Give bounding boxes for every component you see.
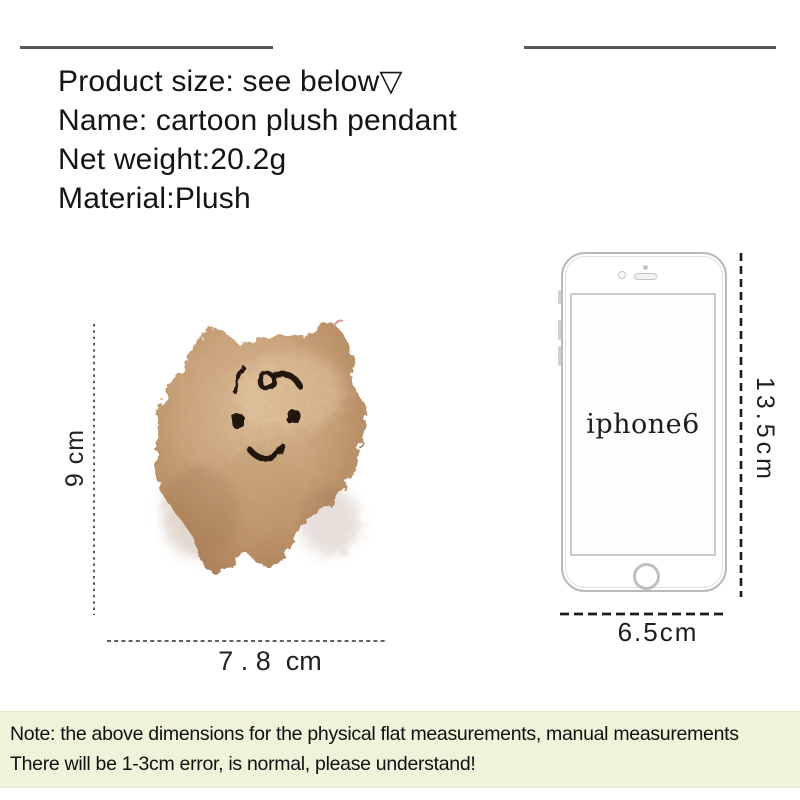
phone-volume-down-button	[558, 346, 561, 366]
plush-height-label: 9 cm	[60, 428, 89, 488]
forehead-curl-right	[273, 371, 303, 389]
phone-mute-switch	[558, 290, 561, 304]
phone-front-camera-icon	[618, 271, 626, 279]
top-rule-left	[20, 46, 273, 49]
phone-outline: iphone6	[558, 252, 727, 592]
phone-volume-up-button	[558, 320, 561, 340]
plush-body	[156, 322, 367, 574]
mouth-frown	[246, 444, 286, 462]
spec-line-name: Name: cartoon plush pendant	[58, 104, 457, 137]
phone-speaker-icon	[634, 273, 657, 280]
phone-model-label: iphone6	[586, 409, 700, 440]
forehead-curl-ring	[257, 371, 277, 391]
note-line-1: Note: the above dimensions for the physi…	[10, 723, 739, 745]
plush-pendant-image	[156, 319, 367, 574]
plush-width-label: 7 . 8 cm	[218, 646, 322, 676]
forehead-curl-left	[233, 366, 246, 394]
phone-height-label: 13.5cm	[751, 377, 779, 483]
top-rule-right	[524, 46, 776, 49]
ear-thread	[333, 319, 344, 327]
phone-top-camera-dot	[643, 265, 648, 270]
left-eye	[232, 414, 244, 428]
phone-width-label: 6.5cm	[617, 617, 699, 647]
spec-line-material: Material:Plush	[58, 182, 251, 215]
plush-face	[232, 366, 303, 462]
note-line-2: There will be 1-3cm error, is normal, pl…	[10, 753, 476, 775]
spec-line-size: Product size: see below▽	[58, 65, 403, 98]
note-banner: Note: the above dimensions for the physi…	[0, 711, 800, 788]
right-eye	[287, 410, 300, 424]
product-spec-block: Product size: see below▽ Name: cartoon p…	[58, 62, 457, 218]
spec-line-weight: Net weight:20.2g	[58, 143, 287, 176]
phone-screen: iphone6	[570, 293, 716, 556]
phone-home-button	[633, 563, 660, 590]
